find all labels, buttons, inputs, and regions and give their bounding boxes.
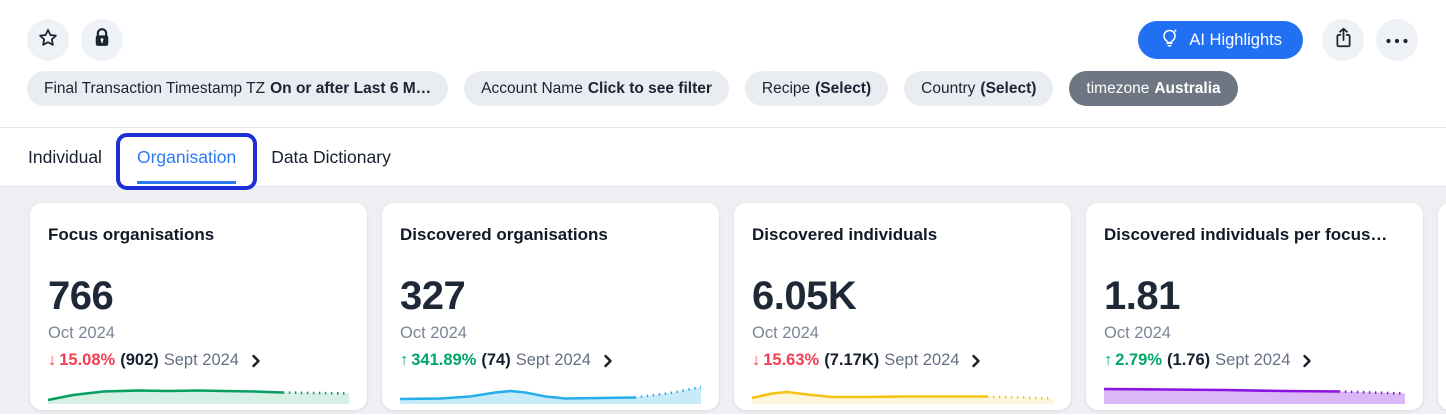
cards-row: Focus organisations 766 Oct 2024 ↓ 15.08… <box>0 186 1446 414</box>
card-drilldown-chevron[interactable] <box>250 354 262 368</box>
share-icon <box>1333 26 1354 54</box>
change-percent: 341.89% <box>411 351 477 369</box>
previous-value: (1.76) <box>1167 351 1211 369</box>
ellipsis-icon <box>1385 31 1409 49</box>
filter-chip-timezone[interactable]: timezone Australia <box>1069 71 1238 106</box>
kpi-period: Oct 2024 <box>1104 324 1171 342</box>
filter-chip-country[interactable]: Country (Select) <box>904 71 1054 106</box>
share-button[interactable] <box>1322 19 1364 61</box>
kpi-card-discovered-organisations: Discovered organisations 327 Oct 2024 ↑ … <box>382 203 719 410</box>
favorite-button[interactable] <box>27 19 69 61</box>
card-title: Discovered individuals per focus… <box>1104 225 1388 244</box>
chevron-right-icon <box>604 354 612 367</box>
change-indicator: ↓ 15.63% <box>752 351 819 370</box>
ai-highlights-button[interactable]: AI Highlights <box>1138 21 1303 59</box>
filter-chip-recipe[interactable]: Recipe (Select) <box>744 71 889 106</box>
chevron-right-icon <box>252 354 260 367</box>
change-indicator: ↑ 2.79% <box>1104 351 1162 370</box>
lightbulb-sparkle-icon <box>1159 27 1180 53</box>
kpi-change-row: ↓ 15.08% (902) Sept 2024 <box>48 351 349 370</box>
card-drilldown-chevron[interactable] <box>1301 354 1313 368</box>
change-percent: 2.79% <box>1115 351 1163 369</box>
filter-value: On or after Last 6 M… <box>270 79 432 97</box>
previous-period: Sept 2024 <box>515 351 591 369</box>
kpi-card-discovered-individuals-per-focus: Discovered individuals per focus… 1.81 O… <box>1086 203 1423 410</box>
filter-label: Final Transaction Timestamp TZ <box>44 79 266 97</box>
change-percent: 15.63% <box>763 351 820 369</box>
kpi-change-row: ↓ 15.63% (7.17K) Sept 2024 <box>752 351 1053 370</box>
sparkline-chart <box>399 382 702 404</box>
change-percent: 15.08% <box>59 351 116 369</box>
filter-label: Country <box>921 79 976 97</box>
filter-label: Recipe <box>761 79 811 97</box>
trend-arrow-icon: ↓ <box>752 351 761 369</box>
trend-arrow-icon: ↓ <box>48 351 57 369</box>
privacy-button[interactable] <box>81 19 123 61</box>
kpi-change-row: ↑ 341.89% (74) Sept 2024 <box>400 351 701 370</box>
previous-period: Sept 2024 <box>1215 351 1291 369</box>
card-drilldown-chevron[interactable] <box>602 354 614 368</box>
tab-individual[interactable]: Individual <box>28 146 102 167</box>
filter-value: (Select) <box>815 79 872 97</box>
filter-value: Australia <box>1154 79 1221 97</box>
change-indicator: ↓ 15.08% <box>48 351 115 370</box>
kpi-change-row: ↑ 2.79% (1.76) Sept 2024 <box>1104 351 1405 370</box>
top-toolbar: AI Highlights <box>0 0 1446 61</box>
kpi-period: Oct 2024 <box>752 324 819 342</box>
kpi-card-discovered-individuals: Discovered individuals 6.05K Oct 2024 ↓ … <box>734 203 1071 410</box>
ai-highlights-label: AI Highlights <box>1189 30 1282 49</box>
previous-period: Sept 2024 <box>163 351 239 369</box>
tab-organisation-label: Organisation <box>136 146 237 167</box>
sparkline-chart <box>47 382 350 404</box>
chevron-right-icon <box>972 354 981 367</box>
card-drilldown-chevron[interactable] <box>970 354 982 368</box>
sparkline-chart <box>1103 382 1406 404</box>
filter-label: timezone <box>1086 79 1150 97</box>
tab-organisation[interactable]: Organisation <box>115 132 258 190</box>
lock-icon <box>92 26 112 54</box>
filter-value: Click to see filter <box>587 79 712 97</box>
tab-bar: Individual Organisation Data Dictionary <box>0 127 1446 190</box>
card-title: Discovered individuals <box>752 225 938 244</box>
kpi-value: 6.05K <box>752 274 857 318</box>
kpi-period: Oct 2024 <box>48 324 115 342</box>
chevron-right-icon <box>1303 354 1312 367</box>
previous-value: (902) <box>120 351 159 369</box>
card-title: Discovered organisations <box>400 225 608 244</box>
filter-value: (Select) <box>980 79 1037 97</box>
card-title: Focus organisations <box>48 225 215 244</box>
tab-data-dictionary[interactable]: Data Dictionary <box>271 146 391 167</box>
more-options-button[interactable] <box>1376 19 1418 61</box>
filter-chip-account-name[interactable]: Account Name Click to see filter <box>464 71 729 106</box>
kpi-period: Oct 2024 <box>400 324 467 342</box>
change-indicator: ↑ 341.89% <box>400 351 476 370</box>
kpi-value: 327 <box>400 274 466 318</box>
kpi-value: 1.81 <box>1104 274 1180 318</box>
star-icon <box>37 27 59 54</box>
kpi-card-partial <box>1438 203 1446 410</box>
kpi-card-focus-organisations: Focus organisations 766 Oct 2024 ↓ 15.08… <box>30 203 367 410</box>
kpi-value: 766 <box>48 274 114 318</box>
sparkline-chart <box>751 382 1054 404</box>
filter-label: Account Name <box>481 79 583 97</box>
previous-value: (74) <box>481 351 511 369</box>
trend-arrow-icon: ↑ <box>400 351 409 369</box>
previous-value: (7.17K) <box>824 351 880 369</box>
filter-bar: Final Transaction Timestamp TZ On or aft… <box>0 61 1446 106</box>
trend-arrow-icon: ↑ <box>1104 351 1113 369</box>
filter-chip-final-transaction-timestamp[interactable]: Final Transaction Timestamp TZ On or aft… <box>27 71 449 106</box>
previous-period: Sept 2024 <box>884 351 960 369</box>
